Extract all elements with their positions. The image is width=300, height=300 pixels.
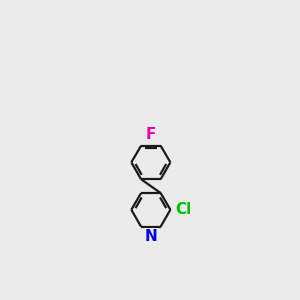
Text: N: N xyxy=(145,229,158,244)
Text: F: F xyxy=(146,127,156,142)
Text: Cl: Cl xyxy=(176,202,192,217)
